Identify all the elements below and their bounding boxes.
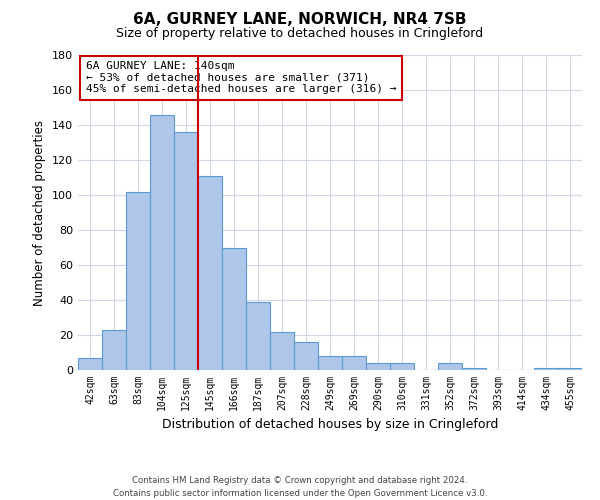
Bar bbox=[270, 332, 294, 370]
Bar bbox=[558, 368, 582, 370]
Bar bbox=[318, 356, 342, 370]
Bar bbox=[438, 363, 462, 370]
Bar bbox=[462, 368, 486, 370]
Bar bbox=[534, 368, 558, 370]
X-axis label: Distribution of detached houses by size in Cringleford: Distribution of detached houses by size … bbox=[162, 418, 498, 432]
Bar bbox=[102, 330, 126, 370]
Bar bbox=[222, 248, 246, 370]
Bar bbox=[246, 302, 270, 370]
Bar bbox=[126, 192, 150, 370]
Text: 6A, GURNEY LANE, NORWICH, NR4 7SB: 6A, GURNEY LANE, NORWICH, NR4 7SB bbox=[133, 12, 467, 28]
Y-axis label: Number of detached properties: Number of detached properties bbox=[34, 120, 46, 306]
Bar bbox=[78, 358, 102, 370]
Bar bbox=[342, 356, 366, 370]
Text: Contains HM Land Registry data © Crown copyright and database right 2024.
Contai: Contains HM Land Registry data © Crown c… bbox=[113, 476, 487, 498]
Bar bbox=[174, 132, 198, 370]
Text: Size of property relative to detached houses in Cringleford: Size of property relative to detached ho… bbox=[116, 28, 484, 40]
Bar bbox=[366, 363, 390, 370]
Bar bbox=[294, 342, 318, 370]
Text: 6A GURNEY LANE: 140sqm
← 53% of detached houses are smaller (371)
45% of semi-de: 6A GURNEY LANE: 140sqm ← 53% of detached… bbox=[86, 62, 396, 94]
Bar bbox=[390, 363, 414, 370]
Bar bbox=[150, 114, 174, 370]
Bar bbox=[198, 176, 222, 370]
